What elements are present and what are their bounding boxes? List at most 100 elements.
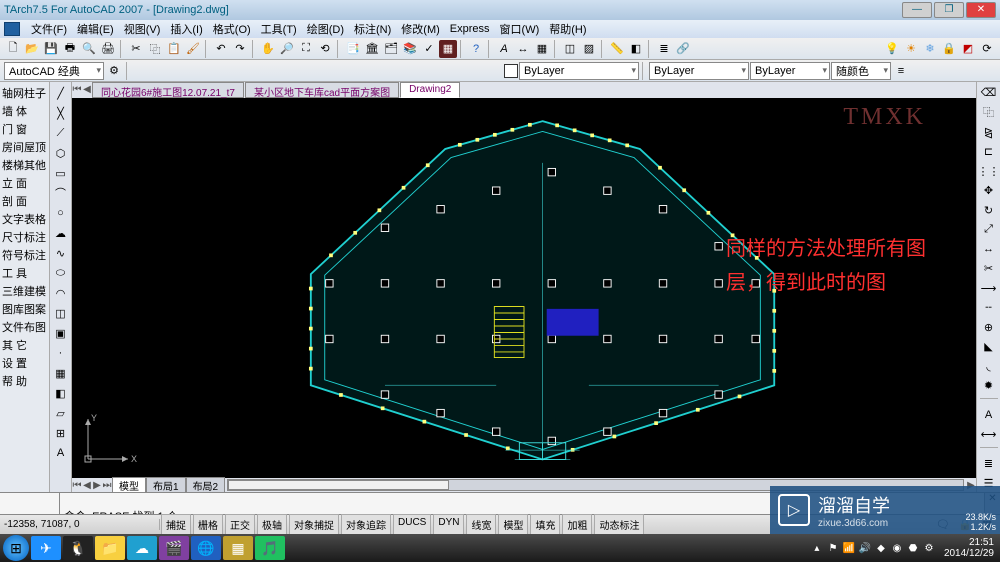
qcalc-icon[interactable]: ▦ bbox=[439, 40, 457, 58]
toggle-snap[interactable]: 捕捉 bbox=[161, 514, 191, 535]
break-icon[interactable]: ╌ bbox=[980, 299, 998, 316]
xline-icon[interactable]: ╳ bbox=[52, 104, 70, 122]
dist-icon[interactable]: 📏 bbox=[608, 40, 626, 58]
polygon-icon[interactable]: ⬡ bbox=[52, 144, 70, 162]
gradient-icon[interactable]: ◧ bbox=[52, 384, 70, 402]
toggle-otrack[interactable]: 对象追踪 bbox=[341, 514, 391, 535]
explode-icon[interactable]: ✹ bbox=[980, 377, 998, 394]
menu-modify[interactable]: 修改(M) bbox=[396, 20, 445, 38]
plotcolor-dropdown[interactable]: 随颜色 bbox=[831, 62, 891, 80]
panel-item[interactable]: 图库图案 bbox=[2, 300, 47, 318]
rectangle-icon[interactable]: ▭ bbox=[52, 164, 70, 182]
layer-prev-icon[interactable]: ⟳ bbox=[978, 40, 996, 58]
line-icon[interactable]: ╱ bbox=[52, 84, 70, 102]
tab-nav-prev-icon[interactable]: ◀ bbox=[82, 82, 92, 98]
panel-item[interactable]: 轴网柱子 bbox=[2, 84, 47, 102]
new-icon[interactable]: 🗋 bbox=[4, 40, 22, 58]
taskbar-app-icon[interactable]: 🎬 bbox=[159, 536, 189, 560]
ellipse-arc-icon[interactable]: ◠ bbox=[52, 284, 70, 302]
tray-app-icon[interactable]: ◆ bbox=[874, 541, 888, 555]
layout-nav-next-icon[interactable]: ▶ bbox=[92, 480, 102, 491]
copy-icon[interactable]: ⿻ bbox=[146, 40, 164, 58]
freeze-icon[interactable]: ❄ bbox=[921, 40, 939, 58]
workspace-dropdown[interactable]: AutoCAD 经典 bbox=[4, 62, 104, 80]
panel-item[interactable]: 文字表格 bbox=[2, 210, 47, 228]
print-icon[interactable]: 🖶 bbox=[61, 40, 79, 58]
file-tab-active[interactable]: Drawing2 bbox=[400, 82, 460, 98]
tray-app-icon[interactable]: ⚙ bbox=[922, 541, 936, 555]
lock-icon[interactable]: 🔒 bbox=[940, 40, 958, 58]
panel-item[interactable]: 符号标注 bbox=[2, 246, 47, 264]
menu-express[interactable]: Express bbox=[445, 22, 495, 36]
hatch-icon[interactable]: ▨ bbox=[580, 40, 598, 58]
hatch-icon[interactable]: ▦ bbox=[52, 364, 70, 382]
sun-icon[interactable]: ☀ bbox=[902, 40, 920, 58]
block-icon[interactable]: ◫ bbox=[561, 40, 579, 58]
tray-app-icon[interactable]: ◉ bbox=[890, 541, 904, 555]
toggle-osnap[interactable]: 对象捕捉 bbox=[289, 514, 339, 535]
layout-nav-last-icon[interactable]: ⏭ bbox=[102, 480, 112, 491]
panel-item[interactable]: 门 窗 bbox=[2, 120, 47, 138]
tray-up-icon[interactable]: ▴ bbox=[810, 541, 824, 555]
layout-tab[interactable]: 布局1 bbox=[146, 477, 186, 493]
cut-icon[interactable]: ✂ bbox=[127, 40, 145, 58]
tab-nav-first-icon[interactable]: ⏮ bbox=[72, 82, 82, 98]
dim-linear-icon[interactable]: ⟷ bbox=[980, 426, 998, 443]
erase-icon[interactable]: ⌫ bbox=[980, 84, 998, 101]
trim-icon[interactable]: ✂ bbox=[980, 260, 998, 277]
text-tool-icon[interactable]: A bbox=[980, 406, 998, 423]
menu-tools[interactable]: 工具(T) bbox=[256, 20, 302, 38]
mtext-icon[interactable]: A bbox=[52, 444, 70, 462]
pan-icon[interactable]: ✋ bbox=[259, 40, 277, 58]
zoom-window-icon[interactable]: ⛶ bbox=[297, 40, 315, 58]
taskbar-app-icon[interactable]: 🐧 bbox=[63, 536, 93, 560]
panel-item[interactable]: 剖 面 bbox=[2, 192, 47, 210]
layout-nav-first-icon[interactable]: ⏮ bbox=[72, 480, 82, 491]
redo-icon[interactable]: ↷ bbox=[231, 40, 249, 58]
taskbar-app-icon[interactable]: ✈ bbox=[31, 536, 61, 560]
array-icon[interactable]: ⋮⋮ bbox=[980, 162, 998, 179]
layer-color-swatch[interactable] bbox=[504, 64, 518, 78]
workspace-settings-icon[interactable]: ⚙ bbox=[105, 62, 123, 80]
menu-help[interactable]: 帮助(H) bbox=[544, 20, 591, 38]
offset-icon[interactable]: ⊏ bbox=[980, 143, 998, 160]
toggle-polar[interactable]: 极轴 bbox=[257, 514, 287, 535]
xref-icon[interactable]: 🔗 bbox=[674, 40, 692, 58]
fillet-icon[interactable]: ◟ bbox=[980, 357, 998, 374]
taskbar-app-icon[interactable]: 🌐 bbox=[191, 536, 221, 560]
table-icon[interactable]: ⊞ bbox=[52, 424, 70, 442]
save-icon[interactable]: 💾 bbox=[42, 40, 60, 58]
menu-edit[interactable]: 编辑(E) bbox=[72, 20, 119, 38]
tray-net-icon[interactable]: 📶 bbox=[842, 541, 856, 555]
toggle-ortho[interactable]: 正交 bbox=[225, 514, 255, 535]
app-icon[interactable] bbox=[4, 22, 20, 36]
paste-icon[interactable]: 📋 bbox=[165, 40, 183, 58]
tray-app-icon[interactable]: ⬣ bbox=[906, 541, 920, 555]
panel-item[interactable]: 工 具 bbox=[2, 264, 47, 282]
layout-tab-model[interactable]: 模型 bbox=[112, 477, 146, 493]
panel-item[interactable]: 尺寸标注 bbox=[2, 228, 47, 246]
arc-icon[interactable]: ⌒ bbox=[52, 184, 70, 202]
point-icon[interactable]: · bbox=[52, 344, 70, 362]
maximize-button[interactable]: ❐ bbox=[934, 2, 964, 18]
bulb-icon[interactable]: 💡 bbox=[883, 40, 901, 58]
join-icon[interactable]: ⊕ bbox=[980, 318, 998, 335]
panel-item[interactable]: 立 面 bbox=[2, 174, 47, 192]
panel-item[interactable]: 文件布图 bbox=[2, 318, 47, 336]
tray-flag-icon[interactable]: ⚑ bbox=[826, 541, 840, 555]
panel-item[interactable]: 楼梯其他 bbox=[2, 156, 47, 174]
layer-icon[interactable]: ≣ bbox=[655, 40, 673, 58]
layer-color-icon[interactable]: ◩ bbox=[959, 40, 977, 58]
toggle-model[interactable]: 模型 bbox=[498, 514, 528, 535]
toggle-grid[interactable]: 栅格 bbox=[193, 514, 223, 535]
text-style-icon[interactable]: A bbox=[495, 40, 513, 58]
linetype-dropdown[interactable]: ByLayer bbox=[649, 62, 749, 80]
ellipse-icon[interactable]: ⬭ bbox=[52, 264, 70, 282]
extend-icon[interactable]: ⟶ bbox=[980, 279, 998, 296]
dim-style-icon[interactable]: ↔ bbox=[514, 40, 532, 58]
layer-tool-icon[interactable]: ≣ bbox=[980, 455, 998, 472]
layout-tab[interactable]: 布局2 bbox=[186, 477, 226, 493]
sheet-set-icon[interactable]: 📚 bbox=[401, 40, 419, 58]
design-center-icon[interactable]: 🏛 bbox=[363, 40, 381, 58]
taskbar-app-icon[interactable]: 📁 bbox=[95, 536, 125, 560]
